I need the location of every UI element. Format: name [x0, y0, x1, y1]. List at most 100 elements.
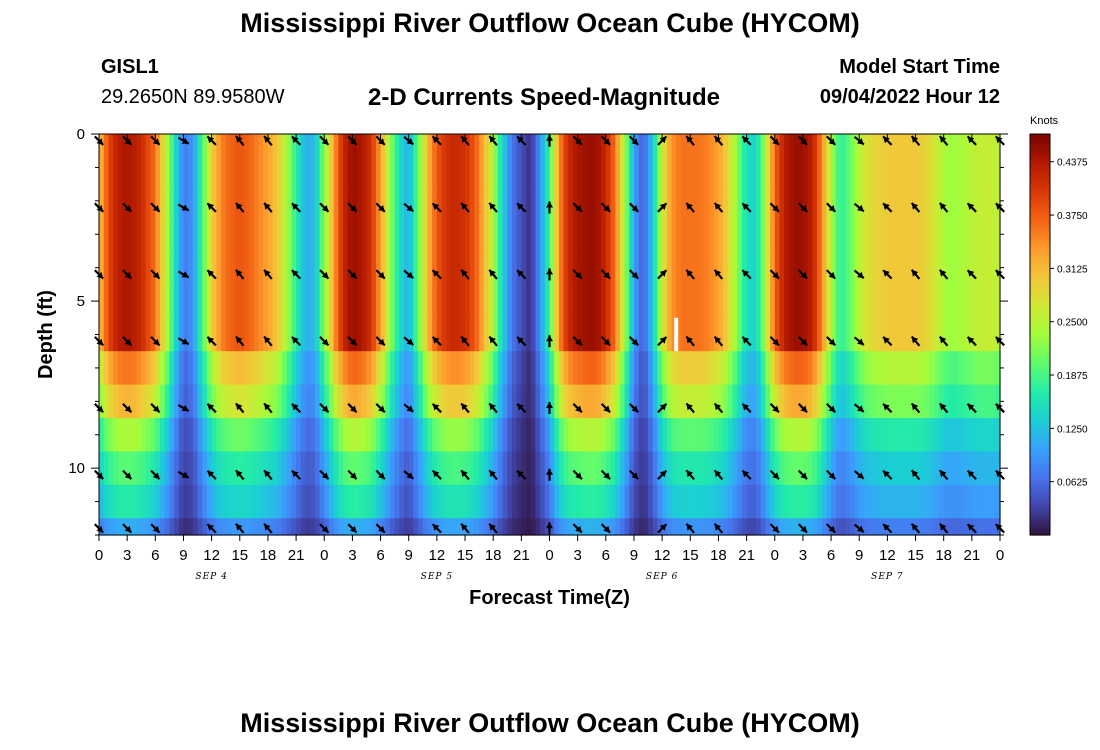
- x-tick-label: 15: [457, 547, 474, 564]
- heat-cell: [202, 384, 208, 419]
- heat-cell: [962, 284, 968, 319]
- heat-cell: [704, 284, 710, 319]
- arrow-head: [659, 270, 667, 277]
- heat-cell: [300, 284, 307, 319]
- heat-cell: [849, 134, 856, 152]
- heat-cell: [544, 250, 551, 285]
- heat-cell: [802, 250, 809, 285]
- heat-cell: [497, 317, 504, 352]
- heat-cell: [699, 150, 705, 185]
- page-title: Mississippi River Outflow Ocean Cube (HY…: [240, 8, 860, 38]
- heat-cell: [427, 518, 433, 536]
- heat-cell: [572, 384, 579, 419]
- heat-cell: [314, 250, 321, 285]
- heat-cell: [225, 518, 231, 536]
- heat-cell: [141, 217, 147, 252]
- heat-cell: [385, 284, 391, 319]
- heat-cell: [211, 384, 217, 419]
- heat-cell: [554, 384, 560, 419]
- heat-cell: [812, 317, 818, 352]
- heat-cell: [709, 351, 715, 386]
- current-arrow: [797, 269, 808, 280]
- heat-cell: [375, 484, 382, 519]
- current-arrow: [741, 403, 752, 414]
- heat-cell: [845, 184, 851, 219]
- current-arrow: [882, 135, 893, 146]
- heat-cell: [633, 250, 640, 285]
- heat-cell: [225, 317, 231, 352]
- x-tick-label: 21: [288, 547, 305, 564]
- heat-cell: [802, 184, 809, 219]
- heat-cell: [690, 217, 696, 252]
- colorbar-band: [1030, 287, 1050, 292]
- colorbar-band: [1030, 207, 1050, 212]
- colorbar-band: [1030, 531, 1050, 536]
- colorbar-band: [1030, 140, 1050, 145]
- heat-cell: [638, 150, 644, 185]
- heat-cell: [920, 351, 926, 386]
- heat-cell: [807, 384, 813, 419]
- heat-cell: [145, 451, 152, 486]
- heat-cell: [760, 317, 766, 352]
- heat-cell: [558, 250, 565, 285]
- heat-cell: [957, 217, 964, 252]
- heat-cell: [831, 317, 837, 352]
- heat-cell: [150, 134, 156, 152]
- heat-cell: [530, 484, 537, 519]
- heat-cell: [113, 284, 119, 319]
- heat-cell: [249, 351, 255, 386]
- heat-cell: [225, 418, 231, 453]
- heat-cell: [540, 451, 546, 486]
- current-arrow: [713, 269, 724, 280]
- heat-cell: [389, 284, 396, 319]
- heat-cell: [967, 250, 973, 285]
- heat-cell: [526, 418, 532, 453]
- heat-cell: [436, 518, 443, 536]
- heat-cell: [305, 134, 311, 152]
- x-tick-label: 9: [179, 547, 187, 564]
- arrow-head: [631, 271, 639, 279]
- heat-cell: [282, 418, 288, 453]
- heat-cell: [136, 484, 142, 519]
- heat-cell: [530, 184, 537, 219]
- heat-cell: [807, 284, 813, 319]
- heat-cell: [568, 317, 574, 352]
- heat-cell: [971, 284, 978, 319]
- heat-cell: [127, 150, 133, 185]
- heat-cell: [784, 351, 790, 386]
- heat-cell: [436, 317, 443, 352]
- heat-cell: [521, 418, 527, 453]
- arrow-head: [461, 470, 468, 478]
- heat-cell: [310, 134, 316, 152]
- heat-cell: [859, 418, 865, 453]
- heat-cell: [338, 134, 344, 152]
- colorbar-band: [1030, 264, 1050, 269]
- arrow-head: [378, 271, 385, 279]
- heat-cell: [502, 451, 508, 486]
- arrow-head: [995, 470, 1003, 478]
- heat-cell: [221, 250, 227, 285]
- heat-cell: [953, 184, 959, 219]
- arrow-head: [124, 525, 132, 533]
- heat-cell: [155, 184, 161, 219]
- heat-cell: [901, 150, 907, 185]
- heat-cell: [202, 484, 208, 519]
- heat-cell: [450, 284, 457, 319]
- heat-cell: [849, 484, 856, 519]
- heat-cell: [408, 150, 415, 185]
- colorbar-band: [1030, 224, 1050, 229]
- heat-cell: [338, 351, 344, 386]
- heat-cell: [352, 351, 358, 386]
- heat-cell: [460, 418, 466, 453]
- heat-cell: [854, 184, 860, 219]
- heat-cell: [296, 351, 302, 386]
- heat-cell: [206, 184, 213, 219]
- heat-cell: [526, 184, 532, 219]
- heat-cell: [915, 418, 921, 453]
- heat-cell: [192, 384, 199, 419]
- heat-cell: [615, 217, 621, 252]
- heat-cell: [779, 518, 785, 536]
- heat-cell: [737, 351, 743, 386]
- heat-cell: [188, 184, 194, 219]
- heat-cell: [666, 418, 673, 453]
